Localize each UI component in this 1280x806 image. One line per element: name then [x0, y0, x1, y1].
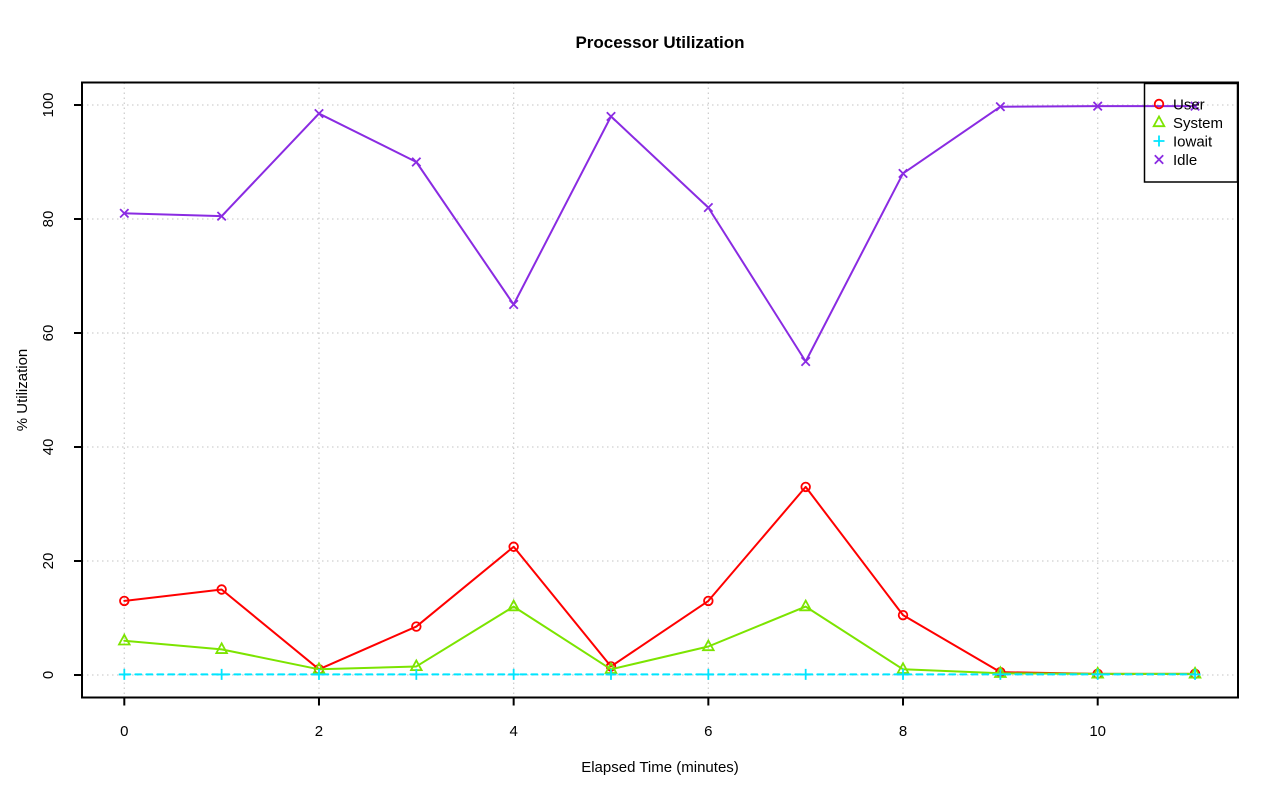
marker-idle [508, 299, 519, 310]
marker-iowait [800, 668, 812, 680]
line-user [123, 485, 1197, 675]
marker-idle [606, 111, 616, 122]
marker-system [117, 632, 132, 646]
marker-idle [216, 211, 227, 221]
legend-marker-system [1152, 114, 1166, 128]
marker-system [214, 641, 229, 654]
gridlines [82, 82, 1238, 698]
legend-marker-idle [1154, 154, 1164, 165]
x-tick-label: 10 [1089, 723, 1106, 740]
legend-label-user: User [1173, 97, 1205, 114]
marker-iowait [216, 668, 228, 680]
marker-system [701, 638, 716, 652]
marker-iowait [897, 668, 909, 680]
marker-user [800, 481, 811, 493]
marker-iowait [702, 668, 714, 680]
y-tick-label: 20 [40, 553, 57, 570]
line-idle [123, 105, 1197, 363]
marker-idle [1092, 101, 1103, 111]
marker-user [703, 595, 714, 607]
plot-area-border [81, 81, 1239, 699]
legend-box [1143, 82, 1239, 183]
legend-label-idle: Idle [1173, 152, 1197, 169]
marker-user [411, 621, 422, 632]
data-series [117, 101, 1202, 680]
marker-iowait [410, 668, 422, 680]
y-tick-label: 40 [40, 439, 57, 456]
marker-iowait [508, 668, 520, 680]
marker-idle [314, 108, 324, 119]
marker-idle [119, 208, 130, 219]
legend-label-iowait: Iowait [1173, 134, 1213, 151]
marker-user [119, 595, 130, 607]
marker-iowait [605, 668, 617, 680]
marker-system [506, 598, 521, 612]
marker-idle [1190, 101, 1200, 111]
marker-idle [411, 157, 422, 167]
marker-iowait [118, 668, 130, 680]
y-tick-label: 60 [40, 325, 57, 342]
legend-label-system: System [1173, 115, 1223, 132]
x-tick-label: 8 [899, 723, 907, 740]
y-tick-label: 100 [40, 92, 57, 117]
line-system [123, 605, 1197, 675]
chart-title: Processor Utilization [575, 33, 744, 52]
marker-iowait [994, 668, 1006, 680]
x-tick-label: 4 [509, 723, 517, 740]
marker-system [798, 598, 813, 612]
marker-iowait [1189, 668, 1201, 680]
legend-marker-user [1153, 98, 1165, 110]
marker-user [508, 541, 519, 552]
x-tick-label: 0 [120, 723, 128, 740]
y-tick-label: 80 [40, 211, 57, 228]
x-axis-label: Elapsed Time (minutes) [581, 759, 739, 776]
marker-user [216, 584, 227, 595]
marker-idle [703, 202, 714, 213]
marker-user [897, 609, 909, 621]
y-axis-label: % Utilization [14, 349, 31, 432]
y-tick-label: 0 [40, 671, 57, 679]
marker-idle [995, 101, 1006, 112]
legend-marker-iowait [1153, 135, 1165, 147]
x-tick-label: 2 [315, 723, 323, 740]
marker-iowait [1092, 668, 1104, 680]
x-tick-label: 6 [704, 723, 712, 740]
marker-idle [800, 356, 811, 367]
marker-idle [898, 168, 908, 179]
marker-iowait [313, 668, 325, 680]
